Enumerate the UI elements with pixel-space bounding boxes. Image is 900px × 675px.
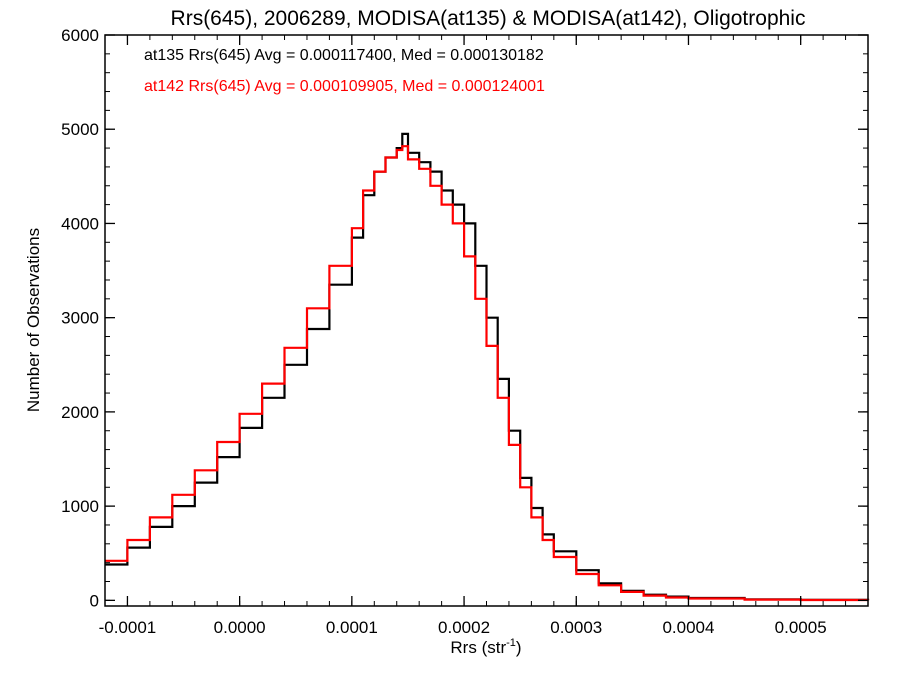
x-tick-label: 0.0004 — [662, 618, 714, 637]
x-tick-label: -0.0001 — [99, 618, 157, 637]
y-tick-label: 2000 — [61, 403, 99, 422]
y-tick-label: 0 — [90, 591, 99, 610]
series-layer — [105, 132, 870, 602]
x-axis-label-main: Rrs (str — [450, 638, 506, 657]
y-axis: 0 1000 2000 3000 4000 5000 6000 — [61, 26, 868, 610]
series-line-at142 — [105, 145, 870, 602]
x-axis: -0.0001 0.0000 0.0001 0.0002 0.0003 0.0004 0.0… — [99, 35, 847, 637]
x-tick-label: 0.0000 — [214, 618, 266, 637]
x-axis-label: Rrs (str-1) — [450, 637, 521, 657]
legend-entry-at135: at135 Rrs(645) Avg = 0.000117400, Med = … — [144, 47, 544, 64]
chart-title: Rrs(645), 2006289, MODISA(at135) & MODIS… — [171, 7, 806, 30]
x-tick-label: 0.0001 — [326, 618, 378, 637]
y-tick-label: 4000 — [61, 214, 99, 233]
x-tick-label: 0.0003 — [550, 618, 602, 637]
y-tick-label: 6000 — [61, 26, 99, 45]
y-tick-label: 5000 — [61, 120, 99, 139]
y-axis-label: Number of Observations — [24, 228, 43, 412]
y-tick-label: 1000 — [61, 497, 99, 516]
x-tick-label: 0.0002 — [438, 618, 490, 637]
legend-entry-at142: at142 Rrs(645) Avg = 0.000109905, Med = … — [144, 78, 545, 95]
y-tick-label: 3000 — [61, 309, 99, 328]
x-axis-label-close: ) — [516, 638, 522, 657]
x-tick-label: 0.0005 — [775, 618, 827, 637]
series-line-at135 — [105, 132, 870, 601]
x-axis-label-superscript: -1 — [506, 637, 516, 649]
